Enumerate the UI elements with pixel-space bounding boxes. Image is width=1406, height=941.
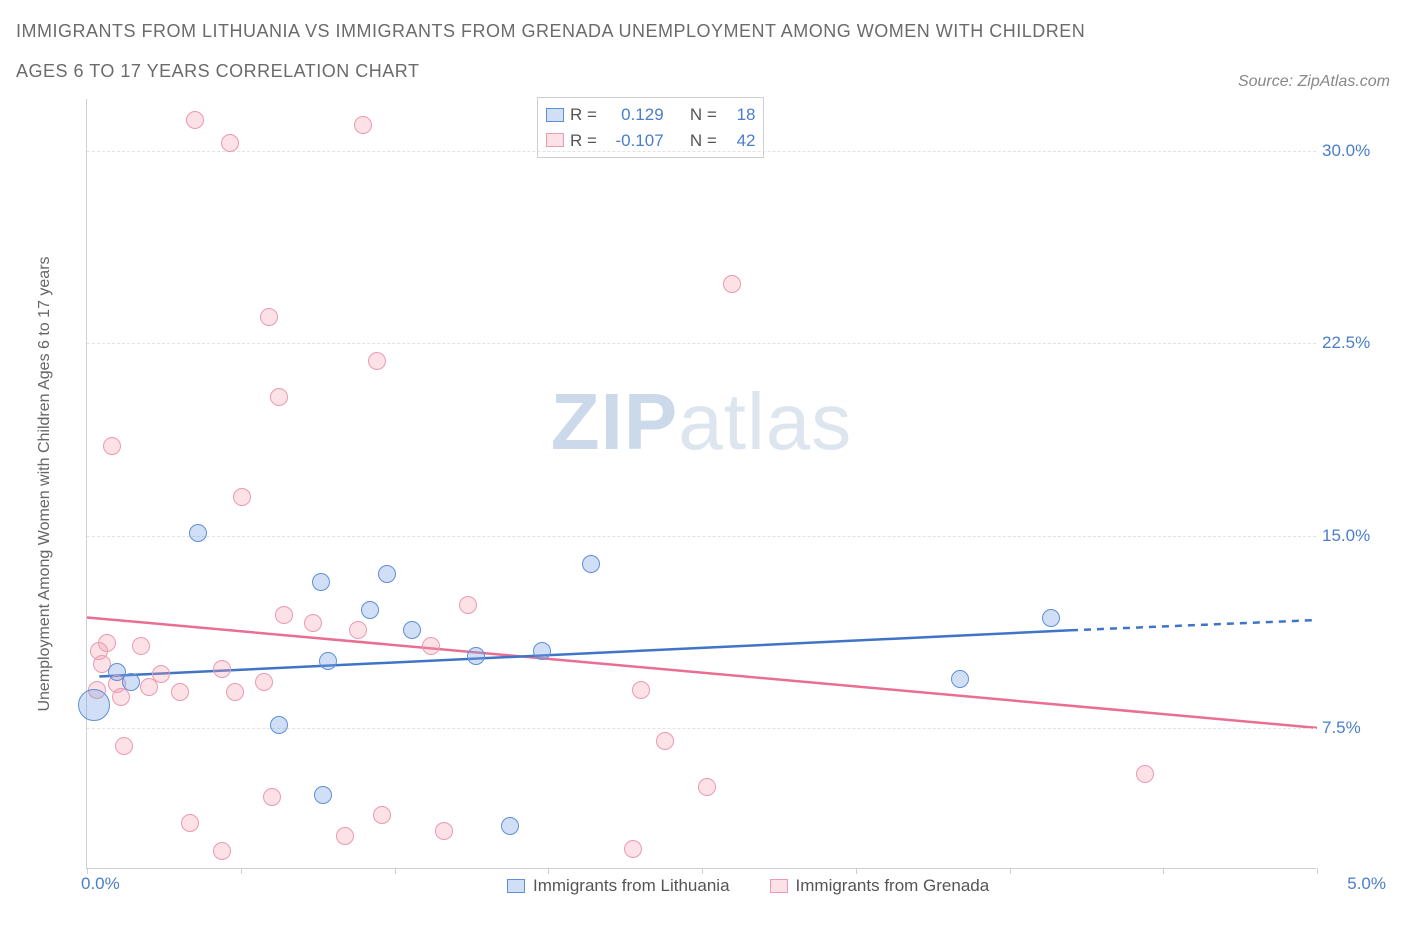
y-tick-label: 7.5% (1322, 718, 1386, 738)
data-point (349, 621, 367, 639)
data-point (171, 683, 189, 701)
y-tick-label: 22.5% (1322, 333, 1386, 353)
chart-title: IMMIGRANTS FROM LITHUANIA VS IMMIGRANTS … (16, 12, 1116, 91)
legend-item-pink: Immigrants from Grenada (770, 876, 990, 896)
plot-area: Unemployment Among Women with Children A… (86, 99, 1316, 869)
data-point (186, 111, 204, 129)
data-point (336, 827, 354, 845)
stats-legend: R = 0.129 N = 18 R = -0.107 N = 42 (537, 97, 764, 158)
data-point (403, 621, 421, 639)
x-max-label: 5.0% (1347, 874, 1386, 894)
data-point (233, 488, 251, 506)
data-point (263, 788, 281, 806)
x-tick (1010, 868, 1011, 874)
data-point (1042, 609, 1060, 627)
series-legend: Immigrants from Lithuania Immigrants fro… (507, 876, 989, 896)
y-axis-title: Unemployment Among Women with Children A… (36, 256, 54, 711)
data-point (226, 683, 244, 701)
stats-row-blue: R = 0.129 N = 18 (546, 102, 755, 128)
data-point (213, 842, 231, 860)
data-point (103, 437, 121, 455)
data-point (582, 555, 600, 573)
x-tick (548, 868, 549, 874)
y-tick-label: 30.0% (1322, 141, 1386, 161)
stats-row-pink: R = -0.107 N = 42 (546, 128, 755, 154)
data-point (624, 840, 642, 858)
x-tick (702, 868, 703, 874)
swatch-blue-icon (507, 879, 525, 893)
data-point (115, 737, 133, 755)
data-point (422, 637, 440, 655)
y-tick-label: 15.0% (1322, 526, 1386, 546)
x-min-label: 0.0% (81, 874, 120, 894)
x-tick (856, 868, 857, 874)
trend-lines (87, 99, 1317, 869)
watermark: ZIPatlas (551, 376, 852, 468)
data-point (1136, 765, 1154, 783)
data-point (78, 689, 110, 721)
data-point (270, 716, 288, 734)
data-point (319, 652, 337, 670)
data-point (275, 606, 293, 624)
gridline (87, 343, 1316, 344)
data-point (260, 308, 278, 326)
data-point (656, 732, 674, 750)
data-point (354, 116, 372, 134)
source-label: Source: ZipAtlas.com (1238, 73, 1390, 91)
swatch-blue-icon (546, 108, 564, 122)
data-point (152, 665, 170, 683)
data-point (122, 673, 140, 691)
data-point (304, 614, 322, 632)
gridline (87, 151, 1316, 152)
swatch-pink-icon (770, 879, 788, 893)
data-point (312, 573, 330, 591)
x-tick (241, 868, 242, 874)
data-point (189, 524, 207, 542)
data-point (368, 352, 386, 370)
data-point (501, 817, 519, 835)
data-point (255, 673, 273, 691)
data-point (723, 275, 741, 293)
data-point (373, 806, 391, 824)
data-point (361, 601, 379, 619)
x-tick (1317, 868, 1318, 874)
data-point (467, 647, 485, 665)
data-point (112, 688, 130, 706)
swatch-pink-icon (546, 133, 564, 147)
data-point (213, 660, 231, 678)
data-point (378, 565, 396, 583)
data-point (221, 134, 239, 152)
gridline (87, 536, 1316, 537)
data-point (459, 596, 477, 614)
data-point (270, 388, 288, 406)
x-tick (395, 868, 396, 874)
legend-item-blue: Immigrants from Lithuania (507, 876, 730, 896)
data-point (98, 634, 116, 652)
data-point (181, 814, 199, 832)
correlation-chart: Unemployment Among Women with Children A… (16, 99, 1390, 929)
data-point (533, 642, 551, 660)
data-point (132, 637, 150, 655)
data-point (951, 670, 969, 688)
data-point (314, 786, 332, 804)
data-point (632, 681, 650, 699)
data-point (435, 822, 453, 840)
x-tick (1163, 868, 1164, 874)
data-point (698, 778, 716, 796)
